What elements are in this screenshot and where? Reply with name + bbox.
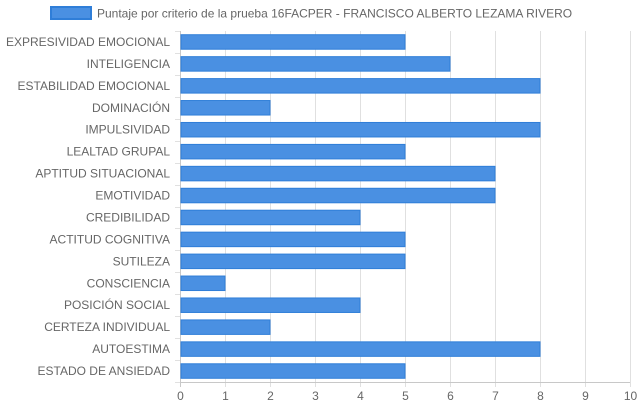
bar[interactable] bbox=[180, 121, 541, 138]
bar[interactable] bbox=[180, 209, 361, 226]
x-tick-label: 6 bbox=[447, 389, 454, 403]
category-label: CERTEZA INDIVIDUAL bbox=[44, 320, 170, 334]
bar[interactable] bbox=[180, 297, 361, 313]
x-tick-label: 5 bbox=[402, 389, 409, 403]
bar[interactable] bbox=[180, 187, 496, 204]
x-tick-label: 7 bbox=[492, 389, 499, 403]
bar[interactable] bbox=[180, 78, 541, 94]
bar[interactable] bbox=[180, 143, 406, 160]
bar[interactable] bbox=[180, 231, 406, 248]
x-tick-label: 4 bbox=[357, 389, 364, 403]
legend[interactable]: Puntaje por criterio de la prueba 16FACP… bbox=[50, 6, 572, 21]
category-label: DOMINACIÓN bbox=[92, 100, 170, 115]
category-label: ESTADO DE ANSIEDAD bbox=[38, 364, 171, 378]
legend-swatch[interactable] bbox=[50, 6, 92, 20]
category-label: EXPRESIVIDAD EMOCIONAL bbox=[6, 35, 170, 49]
x-tick-label: 2 bbox=[267, 389, 274, 403]
bar[interactable] bbox=[180, 56, 451, 72]
bar[interactable] bbox=[180, 253, 406, 270]
category-labels: EXPRESIVIDAD EMOCIONAL INTELIGENCIA ESTABI… bbox=[6, 35, 170, 378]
category-label: CONSCIENCIA bbox=[87, 276, 170, 290]
bar[interactable] bbox=[180, 275, 226, 292]
tick-labels: 0 1 2 3 4 5 6 7 8 9 10 bbox=[177, 389, 637, 403]
category-label: POSICIÓN SOCIAL bbox=[64, 297, 170, 312]
bars bbox=[180, 34, 541, 379]
x-tick-label: 1 bbox=[222, 389, 229, 403]
category-label: EMOTIVIDAD bbox=[95, 189, 170, 203]
category-label: INTELIGENCIA bbox=[87, 57, 170, 71]
category-label: ACTITUD COGNITIVA bbox=[50, 232, 170, 246]
x-tick-label: 8 bbox=[537, 389, 544, 403]
bar[interactable] bbox=[180, 100, 271, 116]
bar[interactable] bbox=[180, 341, 541, 357]
legend-label[interactable]: Puntaje por criterio de la prueba 16FACP… bbox=[97, 7, 572, 21]
x-tick-label: 3 bbox=[312, 389, 319, 403]
category-label: SUTILEZA bbox=[113, 254, 170, 268]
bar[interactable] bbox=[180, 34, 406, 50]
x-tick-label: 0 bbox=[177, 389, 184, 403]
bar[interactable] bbox=[180, 165, 496, 182]
category-label: CREDIBILIDAD bbox=[86, 210, 170, 224]
x-tick-label: 10 bbox=[624, 389, 638, 403]
category-label: ESTABILIDAD EMOCIONAL bbox=[18, 79, 171, 93]
category-label: IMPULSIVIDAD bbox=[85, 123, 170, 137]
category-label: AUTOESTIMA bbox=[92, 342, 170, 356]
bar[interactable] bbox=[180, 363, 406, 379]
category-label: LEALTAD GRUPAL bbox=[67, 145, 171, 159]
category-label: APTITUD SITUACIONAL bbox=[35, 167, 170, 181]
bar[interactable] bbox=[180, 319, 271, 335]
x-tick-label: 9 bbox=[582, 389, 589, 403]
